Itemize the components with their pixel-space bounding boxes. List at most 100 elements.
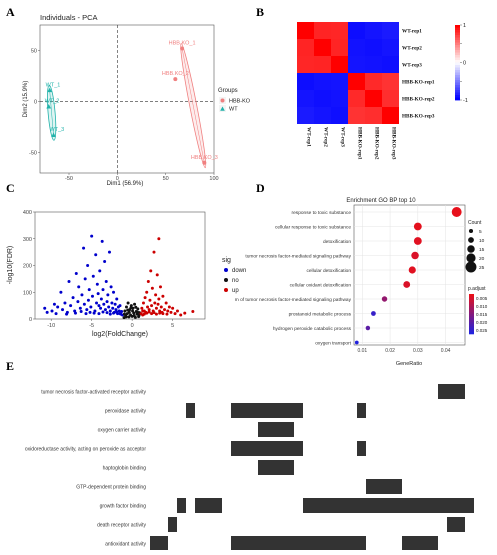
volcano-legend-label: no	[232, 278, 239, 284]
volcano-y-tick-label: 300	[23, 237, 32, 243]
volcano-point-no	[124, 315, 128, 319]
panel-letter-c: C	[6, 181, 15, 195]
pca-x-tick-label: 0	[116, 176, 119, 182]
go-dots	[354, 207, 462, 345]
go-padj-colorbar-segment	[469, 330, 474, 333]
correlation-cell	[314, 22, 331, 39]
go-term-labels: response to toxic substance cellular resp…	[235, 210, 352, 346]
go-padj-colorbar-segment	[469, 302, 474, 305]
matrix-cells	[150, 384, 474, 551]
go-term-label: response to toxic substance	[292, 210, 352, 216]
go-padj-colorbar-segment	[469, 308, 474, 311]
matrix-cell	[258, 460, 267, 475]
pca-plot-area	[39, 24, 215, 174]
go-count-legend-label: 5	[479, 229, 482, 235]
matrix-row-label: oxidoreductase activity, acting on perox…	[25, 447, 146, 453]
correlation-cell	[382, 73, 399, 90]
volcano-point-down	[74, 272, 78, 276]
volcano-point-up	[157, 237, 161, 241]
volcano-y-tick-label: 0	[29, 317, 32, 323]
volcano-legend: sig down no up	[222, 257, 246, 294]
volcano-panel: log2(FoldChange) -log10(FDR) -10 -5 0 50100…	[7, 210, 246, 338]
volcano-point-down	[105, 300, 109, 304]
go-x-tick-label: 0.02	[385, 348, 395, 354]
colorbar-segment	[455, 77, 460, 81]
go-count-legend-label: 20	[479, 256, 485, 262]
matrix-cell	[456, 517, 465, 532]
matrix-cell	[375, 498, 384, 513]
volcano-point-down	[118, 312, 122, 316]
matrix-cell	[267, 460, 276, 475]
matrix-cell	[429, 536, 438, 551]
go-term-label: detoxification	[323, 239, 351, 245]
matrix-row-labels: tumor necrosis factor-activated receptor…	[25, 390, 147, 548]
correlation-row-label: HBB-KO-rep2	[402, 97, 435, 103]
matrix-cell	[411, 498, 420, 513]
pca-legend-label: HBB-KO	[229, 99, 251, 105]
volcano-point-down	[91, 274, 95, 278]
volcano-point-down	[86, 264, 90, 267]
matrix-cell	[204, 498, 213, 513]
volcano-y-axis-label: -log10(FDR)	[7, 246, 14, 285]
pca-x-axis-label: Dim1 (56.9%)	[107, 181, 144, 187]
go-padj-legend-label: 0.020	[476, 320, 488, 325]
volcano-point-no	[132, 314, 136, 318]
colorbar-segment	[455, 85, 460, 88]
matrix-row-label: peroxidase activity	[105, 409, 147, 415]
colorbar-segment	[455, 80, 460, 83]
volcano-point-up	[158, 311, 162, 315]
pca-x-tick-label: -50	[65, 176, 73, 182]
matrix-cell	[429, 498, 438, 513]
matrix-cell	[276, 536, 285, 551]
volcano-point-down	[95, 301, 99, 305]
volcano-point-up	[150, 286, 154, 290]
matrix-cell	[312, 536, 321, 551]
volcano-point-down	[94, 253, 98, 257]
matrix-row-label: tumor necrosis factor-activated receptor…	[41, 390, 146, 396]
correlation-cell	[331, 39, 348, 56]
volcano-point-down	[43, 306, 47, 310]
go-dot	[411, 251, 419, 260]
volcano-point-down	[77, 285, 81, 289]
matrix-cell	[348, 498, 357, 513]
matrix-cell	[258, 403, 267, 418]
matrix-row-label: death receptor activity	[97, 523, 146, 529]
colorbar-segment	[455, 62, 460, 66]
matrix-cell	[285, 536, 294, 551]
matrix-cell	[231, 441, 240, 456]
matrix-cell	[447, 517, 456, 532]
matrix-row-label: antioxidant activity	[105, 542, 146, 548]
matrix-cell	[285, 422, 294, 437]
correlation-col-label: HBB-KO-rep3	[391, 127, 397, 160]
matrix-row-label: GTP-dependent protein binding	[76, 485, 146, 491]
pca-ticks: -50 0 50 100 -50 0 50	[29, 49, 219, 182]
volcano-point-down	[104, 280, 108, 284]
correlation-cell	[297, 56, 314, 73]
pca-legend-triangle	[220, 106, 225, 111]
volcano-point-down	[82, 302, 86, 306]
volcano-point-down	[107, 305, 111, 309]
matrix-cell	[438, 384, 447, 399]
correlation-cell	[297, 107, 314, 124]
go-count-legend-dot	[468, 237, 474, 243]
matrix-cell	[420, 498, 429, 513]
volcano-point-up	[171, 306, 175, 310]
volcano-point-up	[164, 301, 168, 305]
volcano-point-down	[88, 310, 92, 314]
volcano-point-down	[101, 288, 105, 292]
volcano-point-down	[97, 304, 101, 308]
correlation-row-label: WT-rep2	[402, 46, 422, 52]
correlation-col-label: WT-rep2	[323, 127, 329, 147]
go-dot	[451, 207, 462, 217]
volcano-point-up	[142, 312, 146, 316]
matrix-cell	[321, 498, 330, 513]
volcano-point-down	[99, 297, 103, 301]
go-count-legend-dot	[466, 253, 476, 263]
volcano-point-down	[105, 311, 109, 315]
volcano-point-no	[136, 307, 140, 311]
volcano-point-no	[129, 306, 133, 310]
correlation-colorbar: 1 0 -1	[455, 23, 468, 104]
matrix-cell	[294, 403, 303, 418]
correlation-cell	[297, 90, 314, 107]
